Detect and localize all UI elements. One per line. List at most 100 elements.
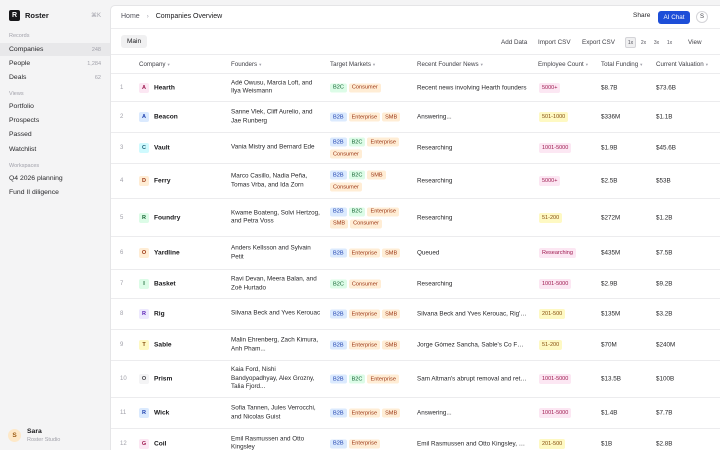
founder-news-cell[interactable]: Researching	[417, 144, 453, 152]
founders-cell[interactable]: Emil Rasmussen and Otto Kingsley	[231, 434, 305, 450]
employee-count-badge[interactable]: 1001-5000	[539, 279, 572, 289]
breadcrumb-home[interactable]: Home	[121, 13, 140, 20]
current-valuation-cell[interactable]: $240M	[656, 341, 676, 349]
company-name[interactable]: Basket	[154, 280, 176, 288]
col-total-funding[interactable]: Total Funding ▾	[601, 61, 642, 68]
col-company[interactable]: Company ▾	[139, 61, 170, 68]
total-funding-cell[interactable]: $272M	[601, 214, 621, 221]
target-markets-cell[interactable]: B2B Enterprise SMB	[330, 340, 410, 350]
workspace-switcher[interactable]: R Roster	[9, 10, 49, 21]
employee-count-badge[interactable]: 51-200	[539, 340, 563, 350]
avatar[interactable]: S	[696, 11, 708, 23]
total-funding-cell[interactable]: $2.9B	[601, 280, 618, 288]
current-valuation-cell[interactable]: $1.1B	[656, 113, 673, 121]
density-1x-button[interactable]: 1x	[625, 37, 636, 48]
total-funding-cell[interactable]: $435M	[601, 249, 621, 257]
employee-count-badge[interactable]: 5000+	[539, 82, 561, 93]
current-valuation-cell[interactable]: $7.5B	[656, 249, 673, 257]
total-funding-cell[interactable]: $2.5B	[601, 177, 618, 185]
employee-count-badge[interactable]: 5000+	[539, 176, 561, 186]
founder-news-cell[interactable]: Researching	[417, 177, 453, 185]
company-name[interactable]: Vault	[154, 144, 170, 152]
founder-news-cell[interactable]: Emil Rasmussen and Otto Kingsley, Coil's…	[417, 440, 527, 447]
target-markets-cell[interactable]: B2B B2C Enterprise SMB Consumer	[330, 207, 410, 228]
table-row[interactable]: 1 A Hearth Adé Owusu, Marcia Loft, and Ilya…	[111, 74, 720, 102]
founder-news-cell[interactable]: Queued	[417, 249, 440, 257]
founders-cell[interactable]: Adé Owusu, Marcia Loft, and Ilya Weisman…	[231, 78, 313, 95]
target-markets-cell[interactable]: B2B Enterprise SMB	[330, 408, 410, 418]
table-row[interactable]: 3 C Vault Vania Mistry and Bernard Ede B2B B2…	[111, 133, 720, 164]
current-valuation-cell[interactable]: $1.2B	[656, 214, 673, 221]
current-valuation-cell[interactable]: $73.6B	[656, 84, 676, 91]
founder-news-cell[interactable]: Answering...	[417, 409, 452, 417]
current-valuation-cell[interactable]: $3.2B	[656, 310, 673, 318]
founder-news-cell[interactable]: Jorge Gómez Sancha, Sable's Co Founder	[417, 341, 527, 349]
col-current-valuation[interactable]: Current Valuation ▾	[656, 61, 708, 68]
company-name[interactable]: Hearth	[154, 84, 175, 91]
total-funding-cell[interactable]: $1B	[601, 440, 613, 447]
employee-count-badge[interactable]: 51-200	[539, 212, 563, 223]
founder-news-cell[interactable]: Recent news involving Hearth founders	[417, 84, 527, 91]
current-valuation-cell[interactable]: $7.7B	[656, 409, 673, 417]
target-markets-cell[interactable]: B2B Enterprise SMB	[330, 248, 410, 258]
founder-news-cell[interactable]: Sam Altman's abrupt removal and return	[417, 375, 527, 383]
employee-count-badge[interactable]: Researching	[539, 248, 576, 258]
col-employee-count[interactable]: Employee Count ▾	[538, 61, 588, 68]
founders-cell[interactable]: Kwame Boateng, Solvi Hertzog, and Petra …	[231, 208, 320, 225]
sidebar-item-deals[interactable]: Deals 62	[0, 71, 110, 84]
user-profile[interactable]: S Sara Roster Studio	[8, 427, 60, 444]
import-csv-button[interactable]: Import CSV	[538, 39, 571, 46]
total-funding-cell[interactable]: $13.5B	[601, 375, 621, 383]
col-founders[interactable]: Founders ▾	[231, 61, 261, 68]
table-row[interactable]: 6 O Yardline Anders Kellsson and Sylvain Pe…	[111, 237, 720, 270]
table-row[interactable]: 2 A Beacon Sanne Vlek, Cliff Aurelio, and J…	[111, 102, 720, 133]
add-data-button[interactable]: Add Data	[501, 39, 528, 46]
table-row[interactable]: 10 O Prism Kaia Ford, Nishi Bandyopadhyay, …	[111, 361, 720, 398]
founder-news-cell[interactable]: Researching	[417, 280, 453, 288]
founders-cell[interactable]: Anders Kellsson and Sylvain Petit	[231, 244, 311, 260]
current-valuation-cell[interactable]: $2.8B	[656, 440, 673, 447]
company-name[interactable]: Prism	[154, 375, 173, 383]
target-markets-cell[interactable]: B2C Consumer	[330, 279, 410, 289]
density-3x-button[interactable]: 3x	[653, 39, 660, 46]
table-row[interactable]: 8 R Rig Silvana Beck and Yves Kerouac B2B Ent…	[111, 299, 720, 330]
founders-cell[interactable]: Ravi Devan, Meera Balan, and Zoë Hurtado	[231, 275, 317, 291]
employee-count-badge[interactable]: 1001-5000	[539, 374, 572, 384]
tab-main[interactable]: Main	[121, 35, 148, 48]
target-markets-cell[interactable]: B2B B2C SMB Consumer	[330, 170, 410, 192]
founders-cell[interactable]: Vania Mistry and Bernard Ede	[231, 143, 315, 151]
sidebar-item-portfolio[interactable]: Portfolio	[0, 100, 110, 113]
founder-news-cell[interactable]: Researching	[417, 214, 453, 221]
sidebar-item-q4-planning[interactable]: Q4 2026 planning	[0, 172, 110, 185]
current-valuation-cell[interactable]: $53B	[656, 177, 671, 185]
current-valuation-cell[interactable]: $9.2B	[656, 280, 673, 288]
density-reset-button[interactable]: 1x	[666, 39, 673, 46]
current-valuation-cell[interactable]: $100B	[656, 375, 675, 383]
founders-cell[interactable]: Marco Casillo, Nadia Peña, Tomas Vrba, a…	[231, 172, 308, 188]
target-markets-cell[interactable]: B2B Enterprise SMB	[330, 112, 410, 122]
company-name[interactable]: Coil	[154, 440, 167, 447]
sidebar-item-passed[interactable]: Passed	[0, 128, 110, 141]
employee-count-badge[interactable]: 1001-5000	[539, 143, 572, 153]
total-funding-cell[interactable]: $336M	[601, 113, 621, 121]
target-markets-cell[interactable]: B2B Enterprise SMB	[330, 309, 410, 319]
table-row[interactable]: 11 R Wick Sofia Tannen, Jules Verrocchi, an…	[111, 398, 720, 429]
employee-count-badge[interactable]: 201-500	[539, 309, 566, 319]
col-target-markets[interactable]: Target Markets ▾	[330, 61, 375, 68]
command-shortcut[interactable]: ⌘K	[90, 13, 101, 19]
target-markets-cell[interactable]: B2B B2C Enterprise	[330, 374, 410, 384]
founder-news-cell[interactable]: Silvana Beck and Yves Kerouac, Rig's fou…	[417, 310, 527, 318]
company-name[interactable]: Sable	[154, 341, 172, 349]
view-button[interactable]: View	[688, 39, 702, 46]
employee-count-badge[interactable]: 201-500	[539, 438, 566, 449]
sidebar-item-prospects[interactable]: Prospects	[0, 114, 110, 127]
ai-chat-button[interactable]: AI Chat	[658, 11, 690, 24]
table-row[interactable]: 5 R Foundry Kwame Boateng, Solvi Hertzog, a…	[111, 199, 720, 237]
sidebar-item-fund-ii[interactable]: Fund II diligence	[0, 186, 110, 199]
company-name[interactable]: Wick	[154, 409, 170, 417]
total-funding-cell[interactable]: $1.9B	[601, 144, 618, 152]
share-button[interactable]: Share	[633, 12, 651, 19]
company-name[interactable]: Yardline	[154, 249, 180, 257]
founders-cell[interactable]: Kaia Ford, Nishi Bandyopadhyay, Alex Gro…	[231, 366, 315, 391]
founders-cell[interactable]: Sanne Vlek, Cliff Aurelio, and Jae Runbe…	[231, 108, 313, 124]
